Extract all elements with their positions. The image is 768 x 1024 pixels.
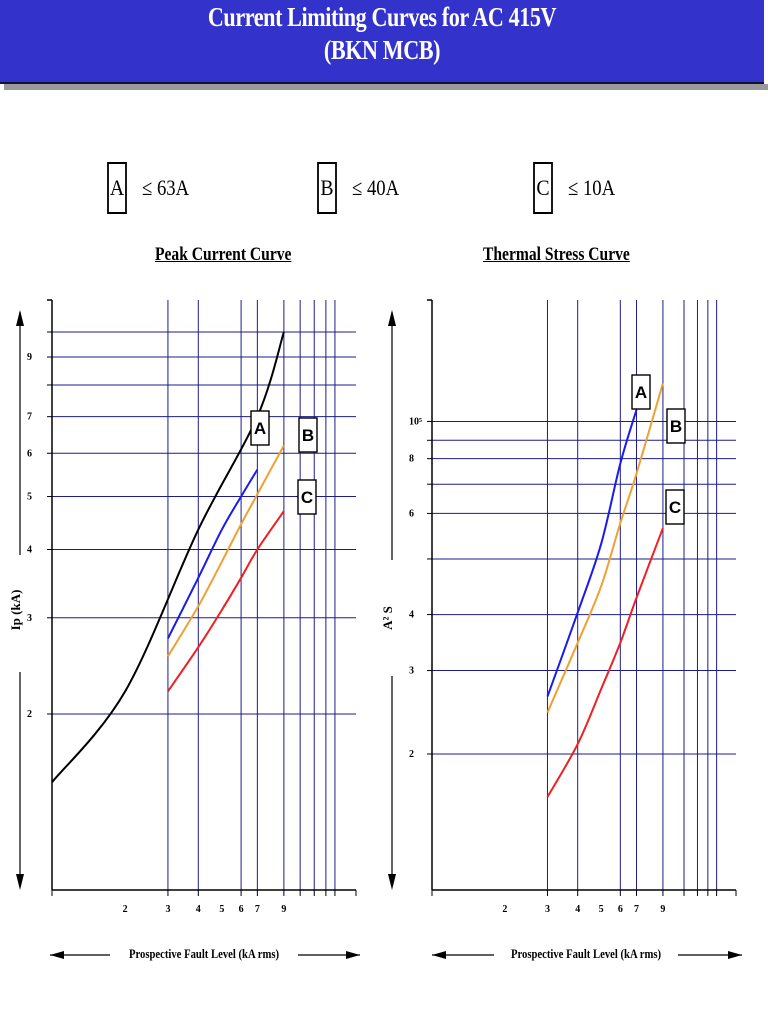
y-axis-label: A² S [380, 606, 395, 630]
series-a-line [546, 409, 638, 697]
badge-box [631, 374, 651, 410]
y-tick-label: 9 [27, 352, 32, 363]
y-tick-label: 7 [27, 412, 32, 423]
x-tick-label: 7 [255, 904, 260, 915]
x-axis-label: Prospective Fault Level (kA rms) [511, 946, 661, 961]
x-tick-label: 9 [281, 904, 286, 915]
legend-text-c: ≤ 10A [568, 175, 616, 200]
series-c-line [546, 527, 664, 798]
banner-shadow [4, 84, 768, 90]
x-arrow-left-icon [432, 951, 446, 959]
y-arrow-down-icon [388, 874, 396, 890]
badge-label: B [302, 426, 314, 445]
badge-box [297, 479, 317, 515]
x-tick-label: 7 [634, 904, 639, 915]
legend-item-b: B ≤ 40A [316, 162, 407, 214]
thermal-chart-title: Thermal Stress Curve [483, 244, 630, 265]
x-tick-label: 6 [618, 904, 623, 915]
series-a-badge: A [250, 410, 270, 446]
x-tick-label: 2 [123, 904, 128, 915]
y-tick-label: 2 [409, 749, 414, 760]
x-tick-label: 2 [502, 904, 507, 915]
y-tick-label: 4 [409, 610, 414, 621]
series-a-line [167, 469, 259, 639]
y-tick-label: 6 [409, 508, 414, 519]
y-tick-label: 2 [27, 709, 32, 720]
page-title: Current Limiting Curves for AC 415V [207, 2, 557, 32]
badge-label: B [670, 417, 682, 436]
x-tick-label: 4 [196, 904, 201, 915]
series-b-line [167, 444, 285, 657]
title-banner: Current Limiting Curves for AC 415V (BKN… [0, 0, 764, 84]
badge-box [666, 408, 686, 444]
legend-box-a: A [107, 162, 127, 214]
badge-box [298, 417, 318, 453]
x-tick-label: 4 [575, 904, 580, 915]
series-a-badge: A [631, 374, 651, 410]
badge-label: C [669, 498, 681, 517]
x-arrow-right-icon [728, 951, 742, 959]
legend-box-b: B [317, 162, 337, 214]
series-c-badge: C [297, 479, 317, 515]
y-tick-label: 3 [27, 613, 32, 624]
y-tick-label: 6 [27, 448, 32, 459]
x-tick-label: 5 [599, 904, 604, 915]
y-tick-label: 5 [27, 492, 32, 503]
page-subtitle: (BKN MCB) [323, 35, 441, 65]
x-arrow-left-icon [50, 951, 64, 959]
legend-text-a: ≤ 63A [142, 175, 190, 200]
series-b-line [546, 382, 664, 713]
x-tick-label: 5 [219, 904, 224, 915]
legend-text-b: ≤ 40A [352, 175, 400, 200]
y-tick-label: 8 [409, 454, 414, 465]
x-tick-label: 3 [545, 904, 550, 915]
x-axis-label: Prospective Fault Level (kA rms) [129, 946, 279, 961]
x-tick-label: 6 [239, 904, 244, 915]
y-tick-label: 10⁵ [409, 416, 422, 427]
legend-item-c: C ≤ 10A [532, 162, 623, 214]
series-b-badge: B [298, 417, 318, 453]
y-tick-label: 3 [409, 666, 414, 677]
y-arrow-up-icon [16, 310, 24, 326]
badge-box [665, 489, 685, 525]
y-arrow-down-icon [16, 874, 24, 890]
badge-label: A [254, 419, 266, 438]
y-tick-label: 4 [27, 544, 32, 555]
x-tick-label: 3 [165, 904, 170, 915]
x-tick-label: 9 [660, 904, 665, 915]
y-arrow-up-icon [388, 310, 396, 326]
peak-chart-title: Peak Current Curve [155, 244, 292, 265]
series-b-badge: B [666, 408, 686, 444]
badge-box [250, 410, 270, 446]
badge-label: C [301, 488, 313, 507]
legend-item-a: A ≤ 63A [106, 162, 197, 214]
legend-box-c: C [533, 162, 553, 214]
badge-label: A [635, 383, 647, 402]
series-c-line [167, 510, 285, 692]
series-c-badge: C [665, 489, 685, 525]
limit-line [51, 331, 285, 783]
x-arrow-right-icon [346, 951, 360, 959]
y-axis-label: Ip (kA) [8, 590, 23, 631]
